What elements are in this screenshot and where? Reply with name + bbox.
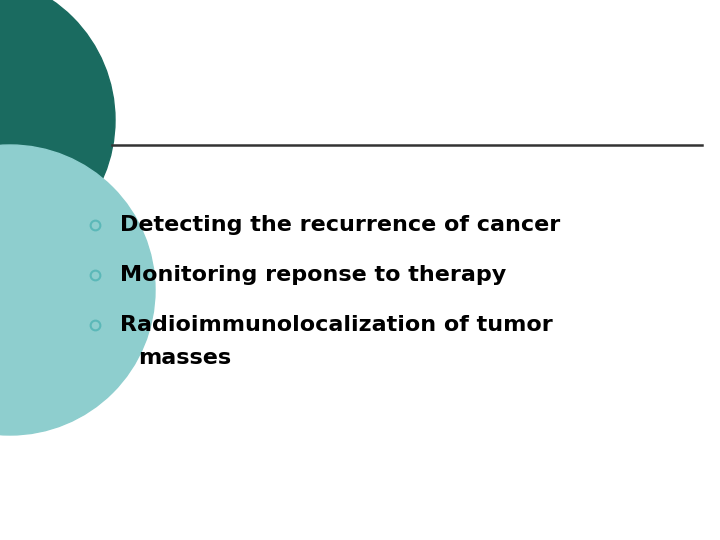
Text: Monitoring reponse to therapy: Monitoring reponse to therapy	[120, 265, 506, 285]
Circle shape	[0, 0, 115, 265]
Text: masses: masses	[138, 348, 231, 368]
Circle shape	[0, 145, 155, 435]
Text: Radioimmunolocalization of tumor: Radioimmunolocalization of tumor	[120, 315, 553, 335]
Text: Detecting the recurrence of cancer: Detecting the recurrence of cancer	[120, 215, 560, 235]
